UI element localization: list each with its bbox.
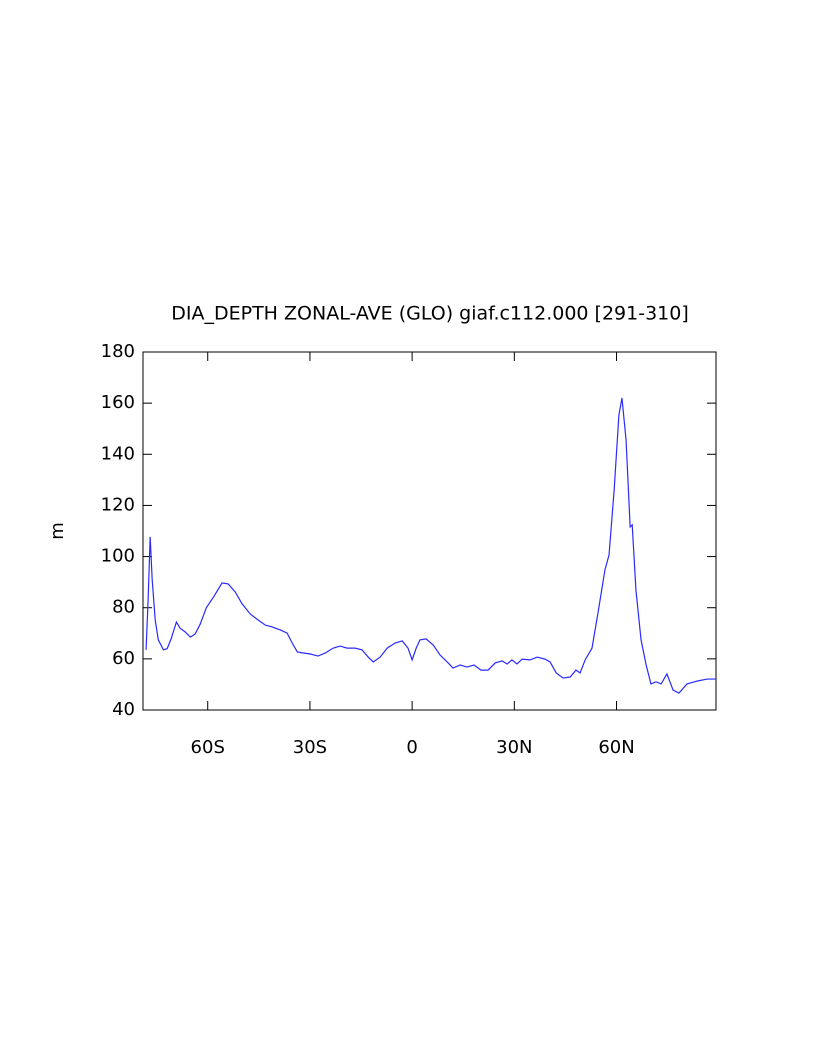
y-tick-label: 40 <box>112 699 135 720</box>
y-tick-label: 120 <box>101 494 135 515</box>
x-tick-label: 30N <box>496 737 532 758</box>
y-tick-label: 60 <box>112 648 135 669</box>
x-tick-label: 60N <box>598 737 634 758</box>
data-line <box>145 397 716 694</box>
y-axis-label: m <box>47 522 68 540</box>
plot-frame <box>142 351 717 711</box>
x-tick-label: 0 <box>406 737 417 758</box>
x-tick-label: 60S <box>191 737 225 758</box>
y-tick-label: 80 <box>112 597 135 618</box>
y-tick-label: 160 <box>101 392 135 413</box>
y-tick-label: 140 <box>101 443 135 464</box>
y-tick-label: 100 <box>101 546 135 567</box>
y-tick-label: 180 <box>101 341 135 362</box>
chart-title: DIA_DEPTH ZONAL-AVE (GLO) giaf.c112.000 … <box>171 303 689 325</box>
x-tick-label: 30S <box>293 737 327 758</box>
